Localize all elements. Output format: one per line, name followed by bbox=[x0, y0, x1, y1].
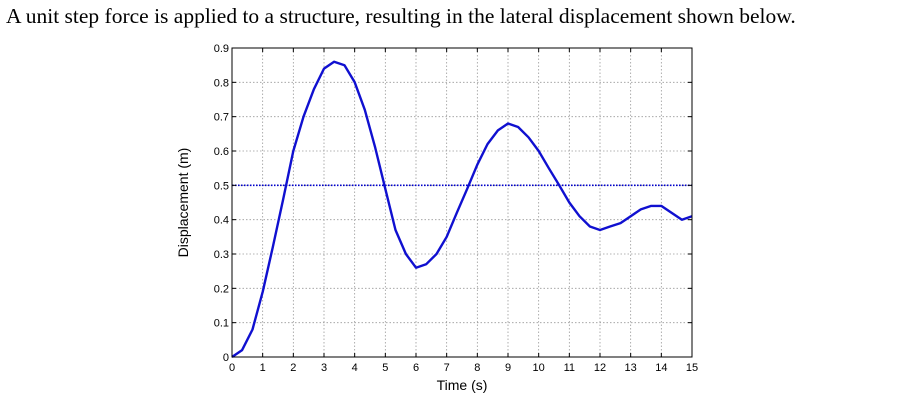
x-tick-label: 2 bbox=[290, 362, 296, 374]
y-tick-label: 0.4 bbox=[214, 215, 229, 227]
y-tick-label: 0.3 bbox=[214, 249, 229, 261]
x-tick-label: 11 bbox=[564, 362, 575, 374]
y-tick-labels: 0 0.1 0.2 0.3 0.4 0.5 0.6 0.7 0.8 0.9 bbox=[214, 43, 229, 364]
x-tick-label: 0 bbox=[229, 362, 235, 374]
x-tick-label: 9 bbox=[505, 362, 511, 374]
x-tick-label: 7 bbox=[444, 362, 450, 374]
x-axis-label: Time (s) bbox=[437, 377, 488, 393]
y-tick-label: 0.2 bbox=[214, 283, 229, 295]
x-tick-label: 8 bbox=[474, 362, 480, 374]
y-axis-label: Displacement (m) bbox=[175, 148, 191, 258]
y-tick-label: 0.8 bbox=[214, 77, 229, 89]
x-tick-label: 14 bbox=[655, 362, 667, 374]
series-line bbox=[231, 60, 693, 358]
y-tick-label: 0.7 bbox=[214, 112, 229, 124]
x-tick-label: 1 bbox=[260, 362, 266, 374]
y-tick-label: 0 bbox=[223, 352, 229, 364]
caption: A unit step force is applied to a struct… bbox=[6, 4, 796, 28]
y-tick-label: 0.5 bbox=[214, 180, 229, 192]
x-tick-label: 6 bbox=[413, 362, 419, 374]
y-tick-label: 0.9 bbox=[214, 43, 229, 55]
x-tick-label: 12 bbox=[594, 362, 606, 374]
x-tick-label: 3 bbox=[321, 362, 327, 374]
x-tick-labels: 0 1 2 3 4 5 6 7 8 9 10 11 12 13 14 15 bbox=[229, 362, 698, 374]
plot-frame bbox=[231, 47, 693, 358]
x-tick-label: 10 bbox=[533, 362, 545, 374]
y-tick-label: 0.1 bbox=[214, 318, 229, 330]
x-tick-label: 15 bbox=[686, 362, 698, 374]
y-tick-label: 0.6 bbox=[214, 146, 229, 158]
x-tick-label: 13 bbox=[625, 362, 637, 374]
x-tick-label: 4 bbox=[352, 362, 358, 374]
x-tick-label: 5 bbox=[382, 362, 388, 374]
